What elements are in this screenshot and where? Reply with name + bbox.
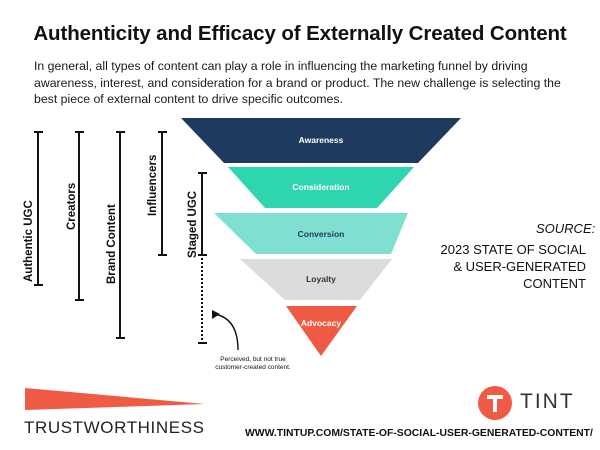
range-bar-brand-content [116,131,125,339]
funnel-label-loyalty: Loyalty [306,274,336,284]
brand-name: TINT [520,390,575,413]
trustworthiness-label: TRUSTWORTHINESS [24,418,205,437]
t-letter-icon [487,395,503,412]
funnel-label-advocacy: Advocacy [301,318,341,328]
trustworthiness-wedge [25,388,205,410]
source-heading: SOURCE: [536,221,596,236]
page-title: Authenticity and Efficacy of Externally … [33,22,567,45]
funnel-label-awareness: Awareness [299,135,344,145]
range-bar-staged-ugc-perceived [198,258,207,344]
source-line-3: CONTENT [523,276,586,291]
source-title: 2023 STATE OF SOCIAL & USER-GENERATED CO… [441,241,586,292]
source-line-1: 2023 STATE OF SOCIAL [440,242,586,257]
source-url-link[interactable]: WWW.TINTUP.COM/STATE-OF-SOCIAL-USER-GENE… [245,428,593,439]
range-bar-authentic-ugc [34,131,43,286]
source-line-2: & USER-GENERATED [453,259,586,274]
staged-ugc-note: Perceived, but not true customer-created… [215,356,291,372]
intro-paragraph: In general, all types of content can pla… [34,59,561,106]
funnel-stage-loyalty [240,259,392,300]
funnel-stage-consideration [228,167,414,208]
funnel-stage-awareness [181,118,461,163]
funnel-stage-advocacy [286,306,357,356]
range-bar-influencers [158,131,167,256]
funnel-label-consideration: Consideration [292,182,349,192]
range-bar-staged-ugc [198,172,207,256]
funnel-label-conversion: Conversion [298,229,345,239]
range-bar-creators [75,131,84,301]
funnel-stage-conversion-shape [214,213,408,254]
tint-logo-icon [478,386,512,420]
